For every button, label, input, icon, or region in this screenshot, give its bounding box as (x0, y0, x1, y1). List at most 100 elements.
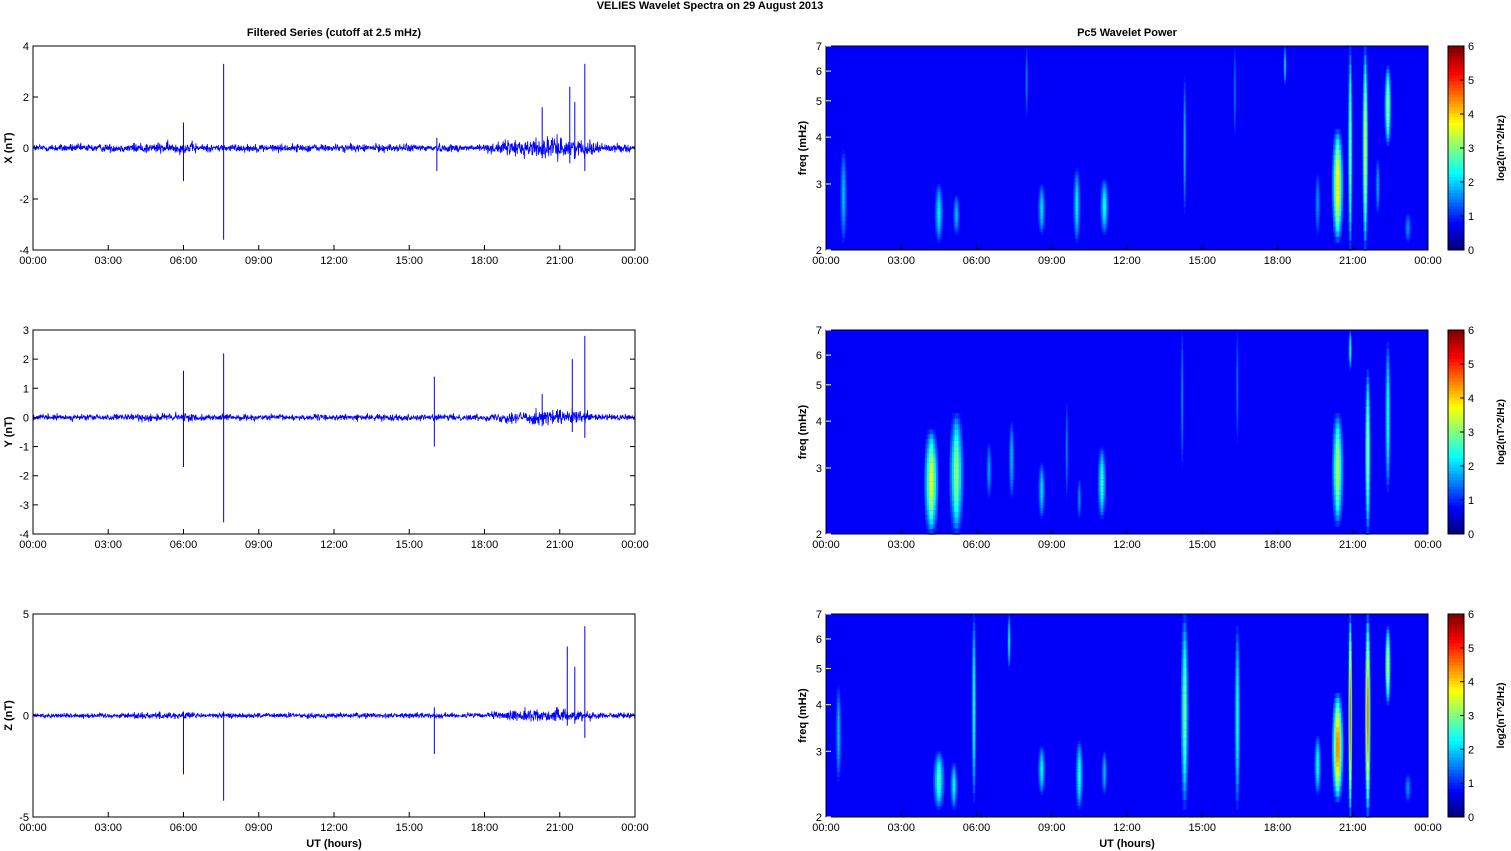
power-cell (1284, 49, 1286, 52)
power-cell (1026, 68, 1028, 73)
colorbar-cell (1448, 52, 1464, 57)
power-cell (1336, 712, 1340, 719)
timeseries-panel-z: -5 0 5 00:00 03:00 06:00 09:00 12:00 15:00 18:00 2… (3, 609, 649, 850)
y-tick-label: 6 (816, 66, 822, 78)
power-cell (1364, 110, 1367, 121)
power-cell (1181, 348, 1183, 356)
y-tick-label: 7 (816, 41, 822, 53)
power-cell (1008, 666, 1010, 670)
power-cell (937, 223, 941, 227)
power-cell (1040, 745, 1043, 749)
power-cell (1010, 466, 1013, 471)
power-cell (1184, 176, 1186, 184)
power-cell (1406, 779, 1409, 782)
power-cell (1335, 190, 1340, 197)
power-cell (973, 665, 975, 675)
power-cell (955, 207, 958, 211)
power-cell (1387, 355, 1389, 364)
power-cell (1183, 755, 1186, 766)
power-cell (1181, 380, 1183, 388)
x-tick-label: 03:00 (887, 822, 915, 834)
y-tick-label: 5 (816, 664, 822, 676)
y-tick-label: 7 (816, 325, 822, 337)
power-cell (937, 806, 941, 810)
colorbar-cell (1448, 772, 1464, 777)
colorbar-cell (1448, 794, 1464, 799)
power-cell (1183, 614, 1186, 624)
colorbar-cell (1448, 224, 1464, 229)
colorbar-cell (1448, 419, 1464, 423)
power-cell (1386, 651, 1389, 656)
colorbar-tick-label: 4 (1468, 677, 1474, 689)
series-trace (32, 134, 636, 162)
power-cell (1026, 95, 1028, 99)
power-cell (1103, 764, 1106, 768)
colorbar-cell (1448, 655, 1464, 659)
colorbar-cell (1448, 151, 1464, 155)
power-cell (1026, 111, 1028, 116)
power-cell (937, 751, 941, 755)
power-cell (1284, 69, 1286, 72)
power-cell (1364, 64, 1367, 75)
power-cell (1026, 104, 1028, 109)
power-cell (1349, 358, 1351, 361)
colorbar-cell (1448, 744, 1464, 748)
power-cell (937, 795, 941, 800)
power-blob (950, 762, 958, 810)
x-tick-label: 21:00 (1339, 822, 1367, 834)
power-cell (1336, 428, 1340, 435)
x-tick-label: 18:00 (471, 822, 499, 834)
y-tick-label: 6 (816, 634, 822, 646)
power-cell (1040, 223, 1043, 226)
power-cell (1103, 761, 1106, 764)
power-cell (1026, 59, 1028, 63)
power-cell (973, 648, 975, 658)
power-blob (1038, 183, 1046, 236)
colorbar-cell (1448, 460, 1464, 465)
power-blob (934, 183, 944, 243)
power-cell (1407, 216, 1409, 219)
x-tick-label: 03:00 (887, 255, 915, 267)
power-cell (1349, 715, 1351, 726)
x-tick-label: 15:00 (395, 822, 423, 834)
power-cell (1040, 787, 1043, 791)
colorbar-cell (1448, 508, 1464, 513)
power-cell (1236, 775, 1239, 785)
power-cell (1078, 771, 1081, 776)
power-cell (937, 220, 941, 225)
power-cell (955, 218, 958, 221)
power-cell (1103, 755, 1106, 758)
power-cell (1040, 505, 1043, 509)
power-cell (929, 529, 933, 535)
y-tick-label: 0 (23, 412, 29, 424)
power-cell (937, 207, 941, 211)
power-cell (952, 779, 956, 783)
power-cell (1078, 495, 1081, 498)
x-tick-label: 18:00 (471, 255, 499, 267)
colorbar-cell (1448, 690, 1464, 694)
power-cell (1236, 684, 1239, 694)
power-cell (1364, 231, 1366, 242)
power-cell (988, 445, 990, 449)
power-cell (952, 802, 955, 806)
power-cell (955, 211, 958, 214)
colorbar-cell (1448, 444, 1464, 449)
power-cell (842, 225, 845, 231)
power-cell (1284, 56, 1286, 60)
power-cell (1236, 650, 1239, 660)
colorbar-cell (1448, 769, 1464, 774)
power-cell (1181, 342, 1183, 350)
power-cell (1366, 481, 1369, 490)
power-cell (1386, 101, 1389, 107)
power-blob (1385, 626, 1391, 706)
colorbar-tick-label: 2 (1468, 177, 1474, 189)
power-cell (1010, 480, 1013, 485)
power-cell (1183, 773, 1186, 784)
power-cell (1407, 778, 1409, 781)
power-cell (842, 179, 845, 184)
power-cell (1026, 78, 1028, 83)
power-cell (1386, 676, 1389, 681)
power-cell (953, 762, 955, 766)
power-cell (1103, 757, 1106, 760)
colorbar-cell (1448, 639, 1464, 644)
